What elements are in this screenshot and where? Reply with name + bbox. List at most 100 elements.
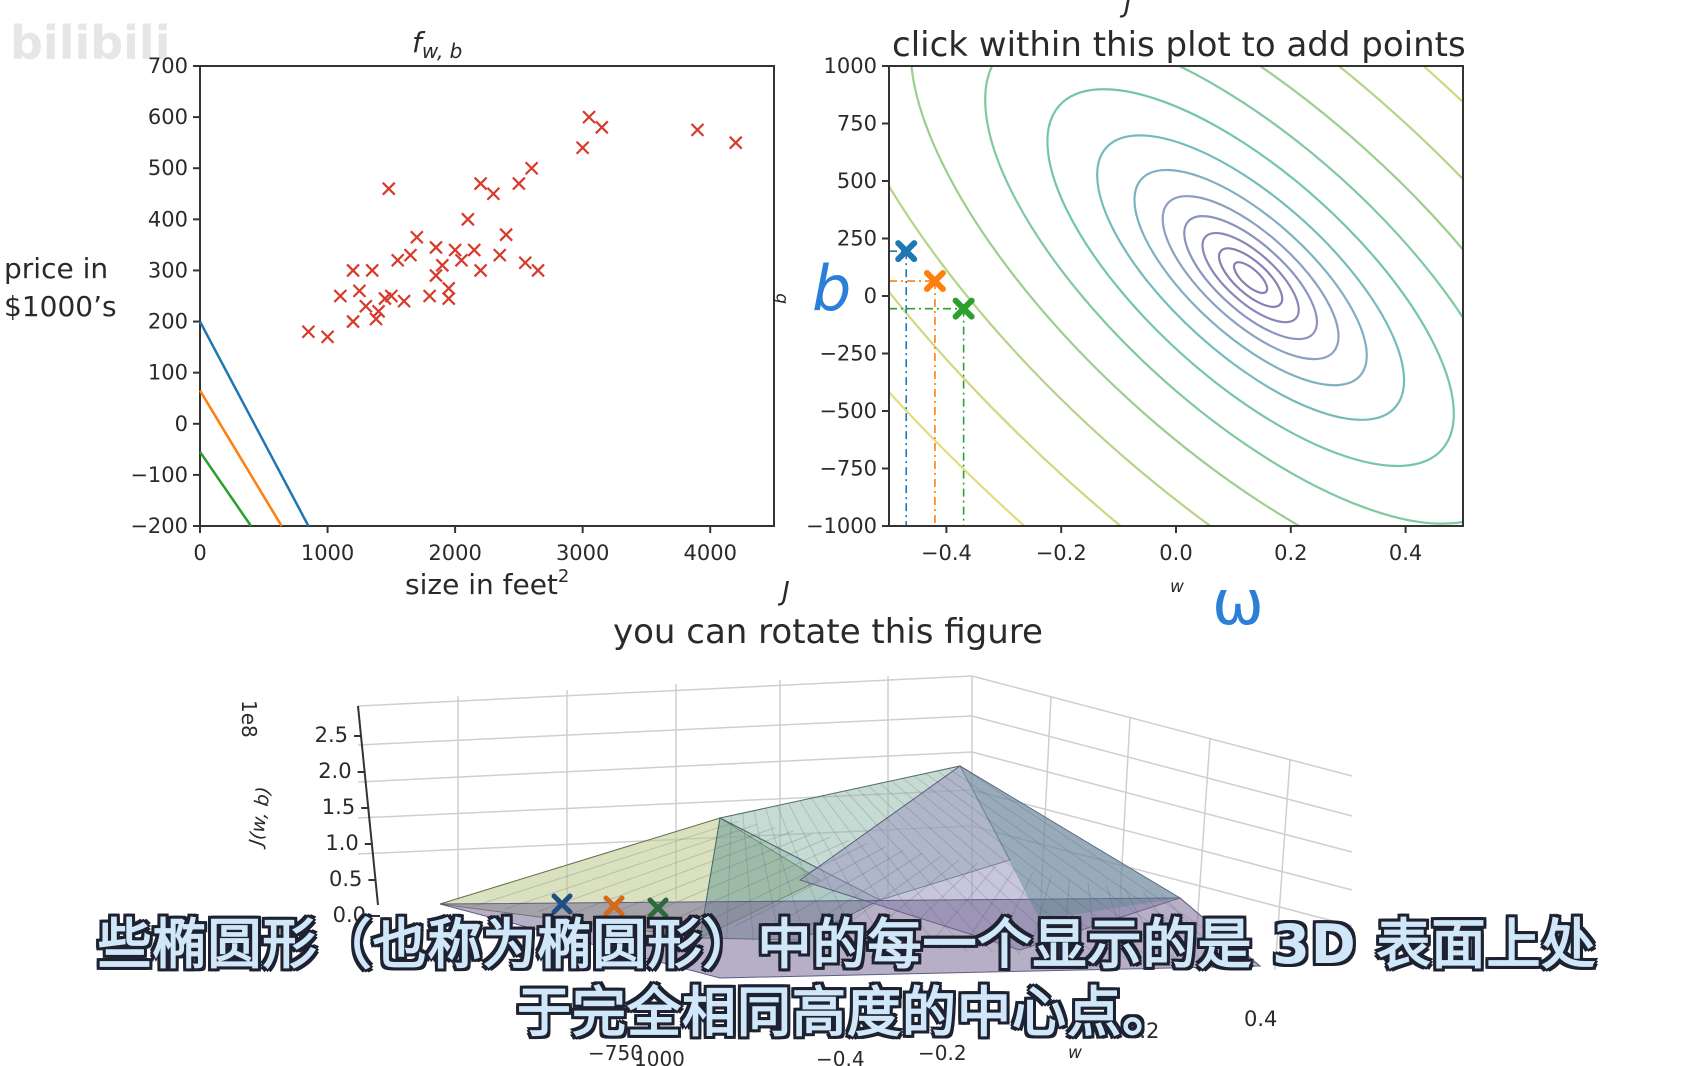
surface-mesh-line: [753, 810, 781, 943]
surface-extra-tick-04: −0.4: [816, 1047, 865, 1066]
surface-mesh-line: [868, 785, 1048, 956]
contour-ellipse: [1046, 88, 1455, 468]
left-x-tick-label: 4000: [683, 541, 736, 565]
contour-marker-stroke: [895, 240, 918, 263]
scatter-point-stroke: [346, 314, 360, 329]
scatter-point-stroke: [403, 248, 418, 262]
surface-mesh-line: [964, 868, 1015, 944]
scatter-point: [422, 289, 437, 303]
subtitle-line-2: 于完全相同高度的中心点。: [517, 981, 1177, 1044]
scatter-point-stroke: [382, 181, 396, 196]
scatter-point-stroke: [410, 230, 424, 245]
surface-mesh-line: [948, 768, 1234, 966]
scatter-point: [448, 243, 462, 257]
scatter-point-stroke: [422, 289, 437, 303]
surface-zscale: 1e8: [237, 700, 261, 738]
scatter-point-stroke: [346, 263, 360, 278]
contour-y-tick-label: 250: [837, 227, 877, 251]
scatter-point: [467, 243, 482, 257]
scatter-point: [371, 304, 386, 319]
contour-ellipse: [1133, 168, 1368, 387]
scatter-point-stroke: [473, 176, 488, 191]
bilibili-watermark: bilibili: [10, 16, 171, 70]
surface-mesh: [439, 765, 1262, 979]
left-y-tick-label: 0: [175, 412, 188, 436]
surface-mesh-line: [439, 817, 721, 905]
left-y-tick-label: 300: [148, 258, 188, 282]
surface-w-tick-02: 0.2: [1126, 1019, 1159, 1043]
scatter-point: [461, 212, 475, 227]
contour-marker: [952, 297, 975, 320]
subtitle-line-1: 些椭圆形（也称为椭圆形）中的每一个显示的是 3D 表面上处: [97, 913, 1597, 976]
scatter-point: [499, 227, 513, 242]
contour-guide-lines: [889, 250, 965, 526]
contour-lines: [889, 66, 1463, 526]
scatter-point-stroke: [435, 258, 450, 273]
scatter-point: [531, 263, 545, 278]
scatter-point: [369, 312, 383, 326]
scatter-point: [410, 230, 424, 245]
regression-line: [198, 389, 283, 527]
handwritten-w: ω: [1212, 566, 1264, 639]
scatter-point: [429, 240, 443, 255]
scatter-point: [397, 294, 411, 308]
scatter-point-stroke: [359, 299, 373, 314]
contour-y-tick-label: 500: [837, 169, 877, 193]
scatter-point-stroke: [473, 263, 488, 278]
surface-zlabel: J(w, b): [245, 785, 276, 850]
contour-ellipse: [1161, 195, 1340, 361]
surface-mesh-line: [898, 862, 978, 940]
surface-z-tick-label: 2.0: [318, 759, 351, 783]
left-y-tick-label: 700: [148, 54, 188, 78]
contour-ellipse: [1183, 214, 1319, 341]
left-scatter-points: [301, 110, 743, 344]
scatter-point-stroke: [512, 176, 526, 191]
scatter-point: [595, 120, 609, 135]
surface-z-tick-label: 0.5: [329, 867, 362, 891]
scatter-point-stroke: [320, 330, 335, 344]
surface-w-label: w: [1068, 1043, 1082, 1063]
contour-y-tick-label: 1000: [824, 54, 877, 78]
contour-x-ticks: −0.4 −0.2 0.0 0.2 0.4: [921, 526, 1422, 565]
regression-line: [198, 320, 310, 527]
left-x-tick-label: 1000: [301, 541, 354, 565]
scatter-point: [582, 110, 596, 124]
contour-ylabel: b: [771, 293, 791, 304]
scatter-point: [454, 253, 469, 268]
surface-mesh-line: [776, 805, 834, 945]
surface-mesh-line: [925, 773, 1181, 963]
surface-mesh-line: [734, 846, 886, 927]
scatter-point-stroke: [429, 240, 443, 255]
surface-mesh-line: [472, 820, 739, 907]
scatter-point-stroke: [575, 140, 590, 155]
scatter-point: [728, 135, 743, 150]
contour-plot[interactable]: J click within this plot to add points 1…: [402, 0, 1694, 1066]
surface-b-tick-750: −750: [588, 1041, 643, 1065]
scatter-point-stroke: [531, 263, 545, 278]
surface-z-tick-label: 0.0: [333, 903, 366, 927]
surface-extra-tick-02: −0.2: [918, 1041, 967, 1065]
contour-ellipse: [1232, 261, 1269, 295]
surface-mesh-line: [1105, 885, 1130, 957]
scatter-point-stroke: [524, 161, 539, 176]
handwritten-b: b: [812, 252, 851, 325]
scatter-point: [690, 123, 705, 137]
surface-mesh-lines: [439, 765, 1261, 967]
scatter-point-stroke: [441, 291, 456, 306]
surface-mesh-line: [699, 817, 721, 939]
scatter-point-stroke: [333, 289, 348, 303]
surface-mesh-line: [1087, 881, 1097, 954]
surface-mesh-line: [856, 787, 1021, 955]
scatter-point: [359, 299, 373, 314]
contour-xlabel: w: [1170, 577, 1184, 597]
surface-mesh-line: [931, 865, 997, 942]
surface-mesh-line: [1124, 888, 1163, 959]
left-x-tick-label: 3000: [556, 541, 609, 565]
left-y-tick-label: 600: [148, 105, 188, 129]
scatter-point: [435, 258, 450, 273]
scatter-point: [486, 186, 501, 201]
surface-mesh-line: [767, 849, 905, 930]
left-y-tick-label: −100: [130, 463, 188, 487]
